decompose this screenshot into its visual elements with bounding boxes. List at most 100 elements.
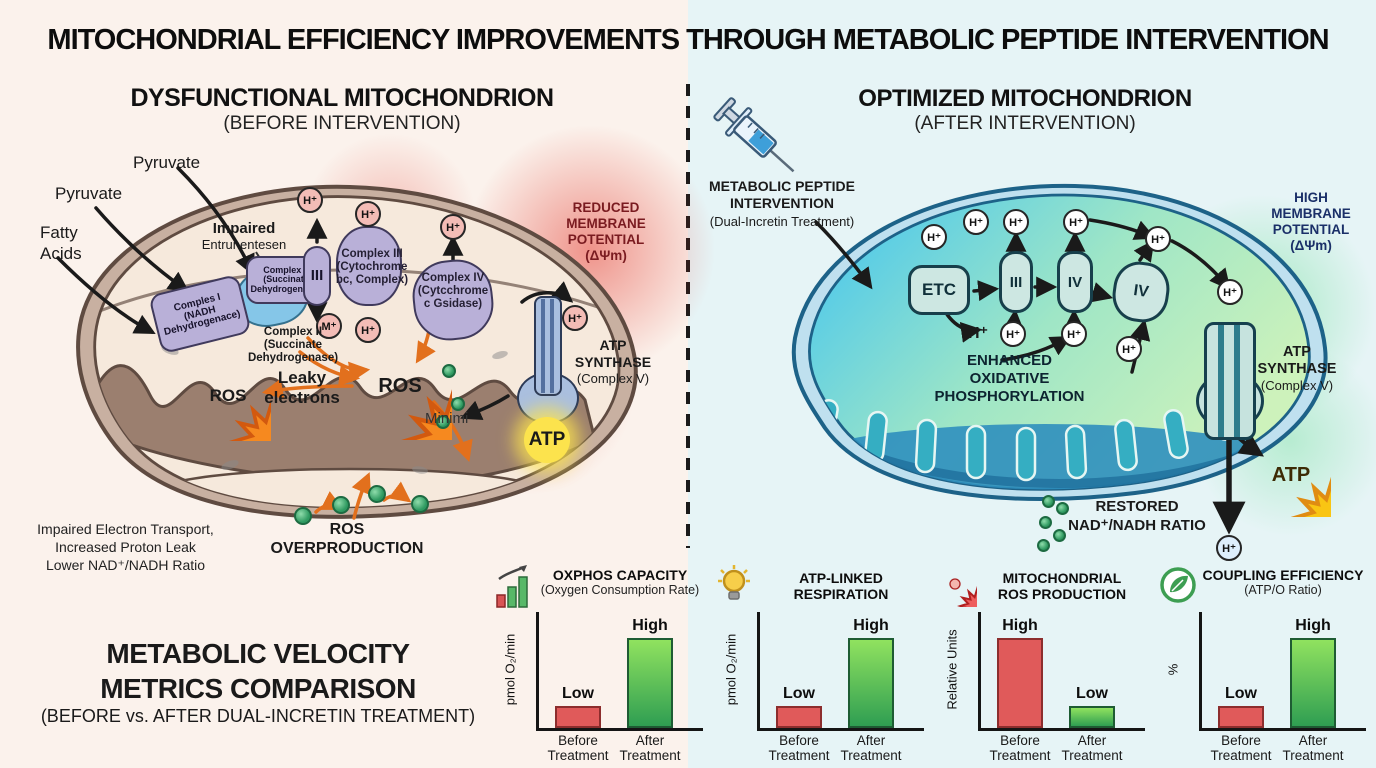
atp-synthase-label: ATP SYNTHASE xyxy=(1257,344,1337,377)
x-tick-label: After Treatment xyxy=(840,733,902,763)
trend-bars-icon xyxy=(496,565,528,608)
metrics-comparison-subtitle: (BEFORE vs. AFTER DUAL-INCRETIN TREATMEN… xyxy=(40,706,476,726)
enhanced-oxphos-label: ENHANCED OXIDATIVE PHOSPHORYLATION xyxy=(934,352,1085,405)
complex-3-label: Complex III (Cytochrome bc, Complex) xyxy=(335,248,409,286)
atp-synthase-stem xyxy=(534,296,562,396)
bar-value-label: Low xyxy=(1225,685,1257,702)
minimi-label: Minimi xyxy=(425,410,469,427)
y-axis xyxy=(757,612,760,728)
proton-circle: H⁺ xyxy=(1063,209,1089,235)
bar-value-label: Low xyxy=(783,685,815,702)
x-tick-label: After Treatment xyxy=(1282,733,1344,763)
bar-value-label: Low xyxy=(1076,685,1108,702)
y-axis-label: pmol O₂/min xyxy=(723,633,739,706)
x-tick-label: After Treatment xyxy=(619,733,681,763)
electron-dot xyxy=(411,495,429,513)
x-tick-label: Before Treatment xyxy=(989,733,1051,763)
atp-synthase-label: ATP SYNTHASE xyxy=(574,337,652,370)
y-axis-label: % xyxy=(1165,663,1181,676)
impaired-sublabel: Entrunentesen xyxy=(201,237,287,252)
bar-before xyxy=(997,638,1043,728)
chart-oxphos-capacity: OXPHOS CAPACITY (Oxygen Consumption Rate… xyxy=(490,560,711,765)
y-axis xyxy=(978,612,981,728)
x-tick-label: Before Treatment xyxy=(768,733,830,763)
etc-box: ETC xyxy=(908,265,970,315)
y-axis-label: pmol O₂/min xyxy=(502,633,518,706)
electron-dot xyxy=(1039,516,1052,529)
chart-ros-production: MITOCHONDRIAL ROS PRODUCTION Relative Un… xyxy=(932,560,1153,765)
electron-dot xyxy=(1056,502,1069,515)
electron-dot xyxy=(1042,495,1055,508)
h-plus-inner-label: H⁺ xyxy=(968,325,988,342)
electron-dot xyxy=(442,364,456,378)
restored-ratio-label: RESTORED NAD⁺/NADH RATIO xyxy=(1068,498,1206,534)
bar-after xyxy=(848,638,894,728)
atp-label: ATP xyxy=(1271,464,1311,486)
chart-title: MITOCHONDRIAL ROS PRODUCTION xyxy=(997,570,1127,602)
metrics-comparison-title: METABOLIC VELOCITY METRICS COMPARISON xyxy=(100,638,416,704)
bar-value-label: High xyxy=(853,617,889,634)
y-axis-label: Relative Units xyxy=(944,629,960,710)
panel-divider xyxy=(686,84,690,548)
complex-2-text-label: Complex II (Succinate Dehydrogenase) xyxy=(247,326,339,364)
pyruvate-label: Pyruvate xyxy=(55,184,123,203)
electron-dot xyxy=(1037,539,1050,552)
atp-synthase-sublabel: (Complex V) xyxy=(1260,378,1334,393)
complex-4-label: Complex IV (Cytcchrome c Gsidase) xyxy=(417,272,489,310)
left-panel-subtitle: (BEFORE INTERVENTION) xyxy=(223,113,461,134)
proton-circle: H⁺ xyxy=(1003,209,1029,235)
leaky-electrons-label: Leaky electrons xyxy=(264,368,340,407)
proton-circle: H⁺ xyxy=(297,187,323,213)
proton-circle: H⁺ xyxy=(1145,226,1171,252)
proton-circle: H⁺ xyxy=(1061,321,1087,347)
bar-value-label: High xyxy=(1002,617,1038,634)
chart-title: OXPHOS CAPACITY xyxy=(552,567,688,583)
impaired-summary-label: Impaired Electron Transport, Increased P… xyxy=(37,521,214,573)
left-panel-title: DYSFUNCTIONAL MITOCHONDRION xyxy=(130,84,554,112)
x-tick-label: Before Treatment xyxy=(547,733,609,763)
x-axis xyxy=(1199,728,1366,731)
proton-circle: H⁺ xyxy=(355,317,381,343)
bar-after xyxy=(1069,706,1115,728)
electron-dot xyxy=(451,397,465,411)
pyruvate-label: Pyruvate xyxy=(133,153,201,172)
x-axis xyxy=(757,728,924,731)
x-axis xyxy=(978,728,1145,731)
intervention-label: METABOLIC PEPTIDE INTERVENTION xyxy=(709,178,855,211)
reduced-membrane-potential-label: REDUCED MEMBRANE POTENTIAL (ΔΨm) xyxy=(566,200,646,263)
chart-subtitle: (ATP/O Ratio) xyxy=(1244,583,1322,597)
high-membrane-potential-label: HIGH MEMBRANE POTENTIAL (ΔΨm) xyxy=(1271,190,1351,253)
bar-before xyxy=(1218,706,1264,728)
proton-circle: H⁺ xyxy=(1216,535,1242,561)
impaired-label: Impaired xyxy=(212,220,276,237)
complex-3-pill: III xyxy=(303,246,331,306)
proton-circle: H⁺ xyxy=(440,214,466,240)
chart-title: ATP-LINKED RESPIRATION xyxy=(793,570,889,602)
atp-synthase-channel-line xyxy=(1218,325,1224,437)
fatty-acids-label: Fatty Acids xyxy=(40,223,82,263)
chart-subtitle: (Oxygen Consumption Rate) xyxy=(540,583,700,597)
ros-burst-icon xyxy=(949,578,977,607)
metrics-charts-row: OXPHOS CAPACITY (Oxygen Consumption Rate… xyxy=(490,560,1376,765)
x-tick-label: After Treatment xyxy=(1061,733,1123,763)
ros-label: ROS xyxy=(378,375,422,397)
coupling-leaf-icon xyxy=(1160,567,1196,603)
ros-label: ROS xyxy=(209,386,247,405)
atp-synthase-channel-line xyxy=(550,299,554,393)
syringe-icon xyxy=(713,97,795,173)
y-axis xyxy=(536,612,539,728)
proton-circle: H⁺ xyxy=(1217,279,1243,305)
intervention-sublabel: (Dual-Incretin Treatment) xyxy=(709,214,855,229)
lightbulb-icon xyxy=(718,565,750,600)
bar-after xyxy=(627,638,673,728)
page-title: MITOCHONDRIAL EFFICIENCY IMPROVEMENTS TH… xyxy=(47,24,1329,56)
atp-synthase-channel-line xyxy=(541,299,545,393)
bar-value-label: Low xyxy=(562,685,594,702)
electron-dot xyxy=(1053,529,1066,542)
atp-synthase-channel-line xyxy=(1234,325,1240,437)
proton-circle: H⁺ xyxy=(562,305,588,331)
complex-iii-box: III xyxy=(999,251,1033,313)
electron-dot xyxy=(332,496,350,514)
chart-coupling-efficiency: COUPLING EFFICIENCY (ATP/O Ratio) % Low … xyxy=(1153,560,1374,765)
